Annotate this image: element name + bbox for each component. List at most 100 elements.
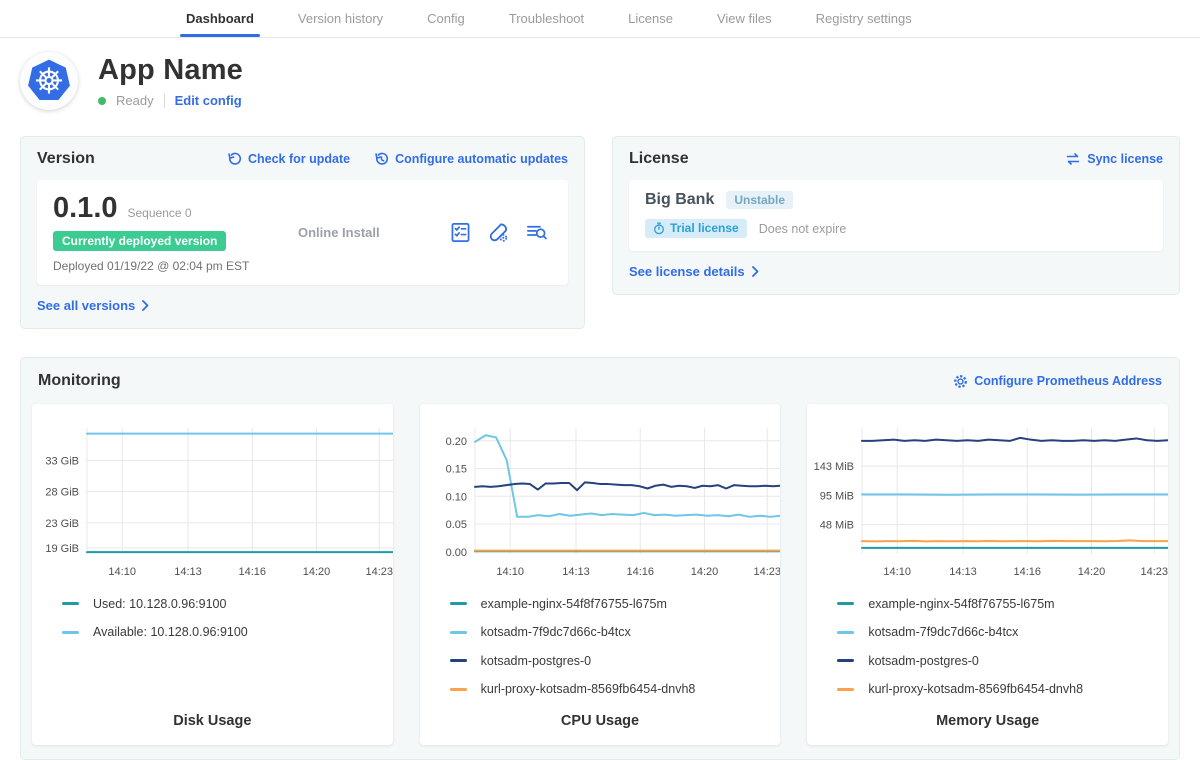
cpu-usage-chart-card: 0.200.150.100.050.0014:1014:1314:1614:20… <box>420 404 781 745</box>
tab-config[interactable]: Config <box>427 0 465 37</box>
license-name: Big Bank <box>645 191 714 209</box>
svg-text:95 MiB: 95 MiB <box>820 491 854 503</box>
svg-text:0.00: 0.00 <box>445 547 466 559</box>
see-license-details-link[interactable]: See license details <box>629 264 759 279</box>
memory-usage-chart-card: 143 MiB95 MiB48 MiB14:1014:1314:1614:201… <box>807 404 1168 745</box>
version-action-icons <box>449 221 552 244</box>
license-expiry: Does not expire <box>759 222 847 236</box>
configure-prometheus-label: Configure Prometheus Address <box>974 374 1162 388</box>
top-nav: Dashboard Version history Config Trouble… <box>0 0 1200 38</box>
main-content: App Name Ready Edit config Version <box>0 52 1200 760</box>
status-dot <box>98 97 106 105</box>
configure-automatic-updates-button[interactable]: Configure automatic updates <box>374 152 568 167</box>
license-title: License <box>629 150 689 168</box>
currently-deployed-badge: Currently deployed version <box>53 231 226 251</box>
app-status-row: Ready Edit config <box>98 93 243 108</box>
tab-view-files[interactable]: View files <box>717 0 772 37</box>
version-panel-header: Version Check for update <box>37 150 568 168</box>
see-license-details-label: See license details <box>629 264 745 279</box>
monitoring-header: Monitoring Configure Prometheus Address <box>32 370 1168 390</box>
legend-swatch <box>62 602 79 605</box>
cards-row: Version Check for update <box>20 136 1180 329</box>
see-all-versions-link[interactable]: See all versions <box>37 298 149 313</box>
version-panel: Version Check for update <box>20 136 585 329</box>
chevron-right-icon <box>142 300 149 311</box>
license-card: Big Bank Unstable Trial license Does not… <box>629 180 1163 251</box>
tab-dashboard[interactable]: Dashboard <box>186 0 254 37</box>
clock-refresh-icon <box>374 152 389 167</box>
legend-item: Used: 10.128.0.96:9100 <box>62 596 393 611</box>
svg-text:143 MiB: 143 MiB <box>814 461 854 473</box>
divider <box>164 94 165 108</box>
tab-version-history[interactable]: Version history <box>298 0 383 37</box>
config-wrench-icon[interactable] <box>487 221 510 244</box>
legend-swatch <box>837 631 854 634</box>
legend-swatch <box>450 688 467 691</box>
preflight-checks-icon[interactable] <box>449 221 472 244</box>
legend-label: kotsadm-postgres-0 <box>481 654 591 668</box>
legend-item: kurl-proxy-kotsadm-8569fb6454-dnvh8 <box>450 682 781 697</box>
svg-text:33 GiB: 33 GiB <box>45 455 79 467</box>
memory-usage-chart-title: Memory Usage <box>807 713 1168 729</box>
edit-config-link[interactable]: Edit config <box>175 93 242 108</box>
svg-text:23 GiB: 23 GiB <box>45 518 79 530</box>
legend-label: kurl-proxy-kotsadm-8569fb6454-dnvh8 <box>481 682 696 696</box>
license-panel: License Sync license Big Bank Unstable <box>612 136 1180 295</box>
stopwatch-icon <box>653 222 665 235</box>
legend-label: Available: 10.128.0.96:9100 <box>93 625 248 639</box>
cpu-usage-chart-title: CPU Usage <box>420 713 781 729</box>
version-number: 0.1.0 <box>53 192 118 225</box>
monitoring-panel: Monitoring Configure Prometheus Address … <box>20 357 1180 760</box>
version-sequence: Sequence 0 <box>128 206 192 220</box>
view-logs-icon[interactable] <box>525 221 548 244</box>
tab-license[interactable]: License <box>628 0 673 37</box>
status-badge: Ready <box>116 93 154 108</box>
version-actions: Check for update Configure automatic upd… <box>227 152 568 167</box>
legend-label: kotsadm-7f9dc7d66c-b4tcx <box>481 625 631 639</box>
trial-license-badge: Trial license <box>645 219 747 238</box>
legend-item: kotsadm-postgres-0 <box>837 653 1168 668</box>
memory-usage-plot: 143 MiB95 MiB48 MiB14:1014:1314:1614:201… <box>807 416 1168 584</box>
kubernetes-logo-icon <box>26 58 72 104</box>
version-title: Version <box>37 150 95 168</box>
svg-text:0.20: 0.20 <box>445 436 466 448</box>
svg-text:14:20: 14:20 <box>1078 566 1106 578</box>
legend-label: example-nginx-54f8f76755-l675m <box>481 597 667 611</box>
gear-icon <box>953 374 968 389</box>
legend-swatch <box>450 602 467 605</box>
svg-text:14:23: 14:23 <box>365 566 392 578</box>
legend-label: kurl-proxy-kotsadm-8569fb6454-dnvh8 <box>868 682 1083 696</box>
legend-item: example-nginx-54f8f76755-l675m <box>450 596 781 611</box>
legend-swatch <box>837 659 854 662</box>
legend-label: Used: 10.128.0.96:9100 <box>93 597 226 611</box>
check-for-update-button[interactable]: Check for update <box>227 152 350 167</box>
sync-license-button[interactable]: Sync license <box>1065 152 1163 166</box>
configure-prometheus-button[interactable]: Configure Prometheus Address <box>953 374 1162 389</box>
disk-usage-plot: 33 GiB28 GiB23 GiB19 GiB14:1014:1314:161… <box>32 416 393 584</box>
svg-text:14:23: 14:23 <box>753 566 780 578</box>
svg-text:14:20: 14:20 <box>690 566 718 578</box>
cpu-usage-legend: example-nginx-54f8f76755-l675m kotsadm-7f… <box>420 596 781 697</box>
tab-troubleshoot[interactable]: Troubleshoot <box>509 0 584 37</box>
legend-item: kurl-proxy-kotsadm-8569fb6454-dnvh8 <box>837 682 1168 697</box>
disk-usage-chart-title: Disk Usage <box>32 713 393 729</box>
tab-registry-settings[interactable]: Registry settings <box>816 0 912 37</box>
svg-text:14:10: 14:10 <box>496 566 524 578</box>
cpu-usage-plot: 0.200.150.100.050.0014:1014:1314:1614:20… <box>420 416 781 584</box>
version-info: 0.1.0 Sequence 0 Currently deployed vers… <box>53 192 298 273</box>
svg-text:14:16: 14:16 <box>238 566 266 578</box>
refresh-icon <box>227 152 242 167</box>
legend-item: example-nginx-54f8f76755-l675m <box>837 596 1168 611</box>
legend-label: example-nginx-54f8f76755-l675m <box>868 597 1054 611</box>
disk-usage-chart-card: 33 GiB28 GiB23 GiB19 GiB14:1014:1314:161… <box>32 404 393 745</box>
svg-text:19 GiB: 19 GiB <box>45 543 79 555</box>
license-panel-header: License Sync license <box>629 150 1163 168</box>
sync-license-label: Sync license <box>1087 152 1163 166</box>
svg-text:0.15: 0.15 <box>445 464 466 476</box>
legend-item: kotsadm-postgres-0 <box>450 653 781 668</box>
deployed-timestamp: Deployed 01/19/22 @ 02:04 pm EST <box>53 259 298 273</box>
svg-text:14:13: 14:13 <box>174 566 202 578</box>
legend-swatch <box>837 602 854 605</box>
svg-text:14:23: 14:23 <box>1141 566 1168 578</box>
legend-swatch <box>837 688 854 691</box>
